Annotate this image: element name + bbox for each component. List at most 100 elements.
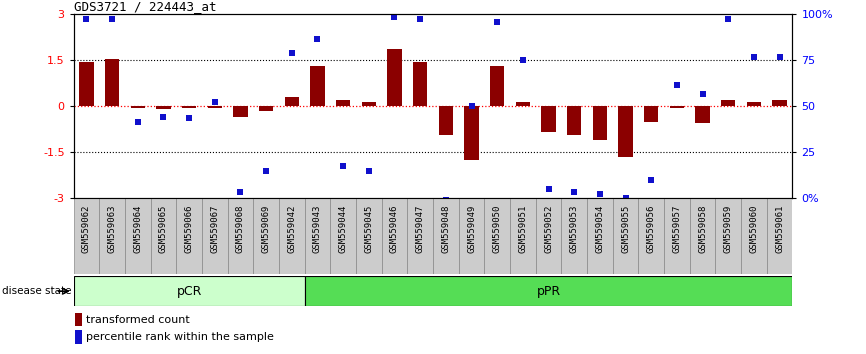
Point <box>259 168 273 173</box>
Bar <box>105 59 120 106</box>
Bar <box>612 198 638 274</box>
Text: GSM559056: GSM559056 <box>647 204 656 253</box>
Bar <box>356 198 382 274</box>
Bar <box>362 102 376 106</box>
Bar <box>689 198 715 274</box>
Text: GSM559069: GSM559069 <box>262 204 271 253</box>
Bar <box>413 62 427 106</box>
Bar <box>202 198 228 274</box>
Text: transformed count: transformed count <box>87 314 190 325</box>
Point <box>490 19 504 25</box>
Point <box>336 163 350 169</box>
Point <box>618 195 632 201</box>
Point <box>157 114 171 120</box>
Point <box>234 189 248 195</box>
Bar <box>561 198 587 274</box>
Text: pCR: pCR <box>177 285 202 298</box>
Bar <box>253 198 279 274</box>
Bar <box>464 106 479 160</box>
Bar <box>234 106 248 117</box>
Bar <box>305 276 792 306</box>
Bar <box>336 100 350 106</box>
Bar <box>644 106 658 121</box>
Point <box>695 91 709 97</box>
Text: GSM559063: GSM559063 <box>107 204 117 253</box>
Text: GSM559060: GSM559060 <box>749 204 759 253</box>
Bar <box>484 198 510 274</box>
Point <box>208 99 222 104</box>
Point <box>182 115 196 121</box>
Text: GSM559061: GSM559061 <box>775 204 784 253</box>
Bar <box>766 198 792 274</box>
Bar <box>746 102 761 106</box>
Bar <box>721 100 735 106</box>
Point <box>464 103 478 109</box>
Text: GSM559044: GSM559044 <box>339 204 347 253</box>
Text: GSM559049: GSM559049 <box>467 204 476 253</box>
Bar <box>638 198 664 274</box>
Bar <box>695 106 709 123</box>
Bar <box>490 66 504 106</box>
Bar <box>305 198 330 274</box>
Point <box>388 15 402 20</box>
Bar <box>208 106 222 108</box>
Bar <box>387 50 402 106</box>
Bar <box>330 198 356 274</box>
Text: GSM559059: GSM559059 <box>724 204 733 253</box>
Point <box>285 50 299 55</box>
Bar <box>510 198 536 274</box>
Bar <box>587 198 612 274</box>
Bar <box>131 106 145 108</box>
Bar <box>74 276 305 306</box>
Text: GSM559062: GSM559062 <box>82 204 91 253</box>
Bar <box>567 106 581 135</box>
Text: GSM559046: GSM559046 <box>390 204 399 253</box>
Bar <box>157 106 171 109</box>
Bar <box>439 106 453 135</box>
Bar <box>593 106 607 140</box>
Text: GSM559050: GSM559050 <box>493 204 501 253</box>
Text: GSM559067: GSM559067 <box>210 204 219 253</box>
Bar <box>80 62 94 106</box>
Point <box>772 54 786 60</box>
Bar <box>259 106 273 111</box>
Bar <box>741 198 766 274</box>
Bar <box>669 106 684 108</box>
Point <box>439 197 453 202</box>
Bar <box>100 198 125 274</box>
Text: GSM559055: GSM559055 <box>621 204 630 253</box>
Point <box>541 186 555 192</box>
Bar <box>177 198 202 274</box>
Text: GSM559048: GSM559048 <box>442 204 450 253</box>
Bar <box>125 198 151 274</box>
Point <box>593 191 607 196</box>
Bar <box>536 198 561 274</box>
Text: disease state: disease state <box>2 286 71 296</box>
Bar <box>382 198 407 274</box>
Bar <box>228 198 253 274</box>
Point <box>80 16 94 22</box>
Text: GSM559054: GSM559054 <box>595 204 604 253</box>
Bar <box>310 66 325 106</box>
Text: GSM559045: GSM559045 <box>365 204 373 253</box>
Bar <box>285 97 299 106</box>
Point <box>670 82 684 87</box>
Text: percentile rank within the sample: percentile rank within the sample <box>87 332 274 342</box>
Bar <box>75 313 82 326</box>
Bar <box>664 198 689 274</box>
Bar <box>618 106 632 157</box>
Point <box>747 54 761 60</box>
Bar <box>74 198 100 274</box>
Bar <box>715 198 741 274</box>
Text: GSM559051: GSM559051 <box>519 204 527 253</box>
Text: GSM559065: GSM559065 <box>159 204 168 253</box>
Point <box>567 189 581 195</box>
Text: GSM559057: GSM559057 <box>672 204 682 253</box>
Point <box>362 168 376 173</box>
Bar <box>459 198 484 274</box>
Bar <box>407 198 433 274</box>
Text: GSM559052: GSM559052 <box>544 204 553 253</box>
Bar <box>75 330 82 344</box>
Bar <box>279 198 305 274</box>
Bar <box>541 106 556 132</box>
